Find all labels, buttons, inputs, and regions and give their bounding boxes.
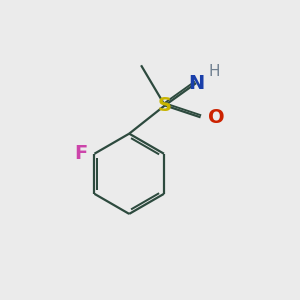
Text: F: F: [75, 144, 88, 163]
Text: S: S: [158, 96, 172, 115]
Text: N: N: [188, 74, 204, 93]
Text: H: H: [208, 64, 220, 79]
Text: O: O: [208, 108, 225, 127]
